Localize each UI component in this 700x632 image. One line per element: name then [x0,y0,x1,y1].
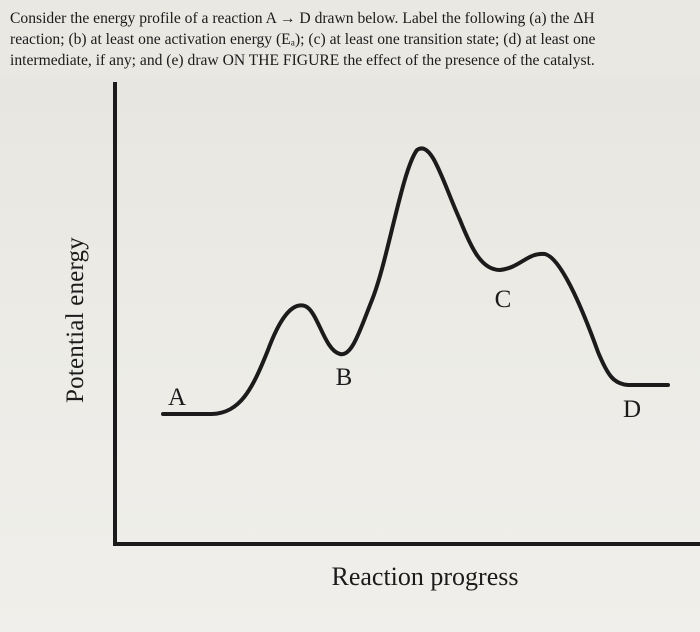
point-label-b: B [335,364,353,391]
question-line-2: reaction; (b) at least one activation en… [10,31,596,48]
point-label-a: A [167,384,187,411]
point-label-c: C [494,286,512,313]
energy-curve [161,146,670,416]
question-line-3: intermediate, if any; and (e) draw ON TH… [10,52,595,69]
question-text: Consider the energy profile of a reactio… [10,8,700,71]
question-line-1: Consider the energy profile of a reactio… [10,10,595,27]
point-label-d: D [622,396,642,423]
x-axis-label: Reaction progress [331,562,519,591]
y-axis-label: Potential energy [62,237,89,403]
